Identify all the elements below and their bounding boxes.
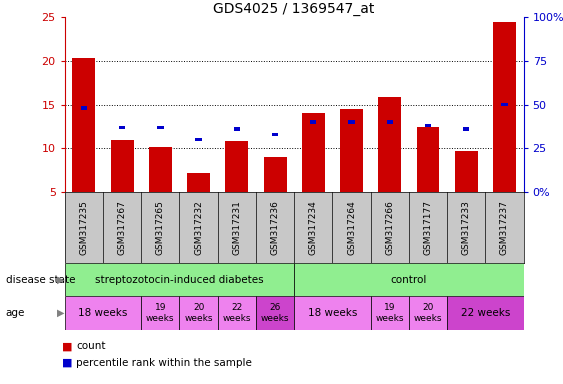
Bar [409, 296, 447, 330]
Text: control: control [391, 275, 427, 285]
Text: 20
weeks: 20 weeks [414, 303, 443, 323]
Text: GSM317267: GSM317267 [118, 200, 127, 255]
Bar [340, 109, 363, 192]
Bar [425, 124, 431, 127]
Text: 19
weeks: 19 weeks [376, 303, 404, 323]
Bar [417, 127, 440, 192]
Title: GDS4025 / 1369547_at: GDS4025 / 1369547_at [213, 2, 375, 16]
Text: GSM317234: GSM317234 [309, 200, 318, 255]
Text: ▶: ▶ [57, 308, 65, 318]
Text: percentile rank within the sample: percentile rank within the sample [76, 358, 252, 368]
Bar [157, 126, 163, 129]
Bar [447, 296, 524, 330]
Bar [73, 58, 95, 192]
Text: 20
weeks: 20 weeks [184, 303, 213, 323]
Bar [294, 296, 370, 330]
Bar [501, 103, 508, 106]
Text: ■: ■ [62, 358, 73, 368]
Text: 26
weeks: 26 weeks [261, 303, 289, 323]
Bar [81, 106, 87, 110]
Bar [110, 140, 133, 192]
Text: GSM317237: GSM317237 [500, 200, 509, 255]
Bar [302, 113, 325, 192]
Bar [180, 296, 218, 330]
Bar [272, 132, 278, 136]
Bar [378, 97, 401, 192]
Bar [225, 141, 248, 192]
Text: 22 weeks: 22 weeks [461, 308, 510, 318]
Bar [263, 157, 287, 192]
Text: GSM317231: GSM317231 [233, 200, 242, 255]
Bar [455, 151, 477, 192]
Text: GSM317236: GSM317236 [271, 200, 280, 255]
Text: streptozotocin-induced diabetes: streptozotocin-induced diabetes [95, 275, 264, 285]
Text: GSM317266: GSM317266 [385, 200, 394, 255]
Bar [149, 147, 172, 192]
Text: disease state: disease state [6, 275, 75, 285]
Text: ▶: ▶ [57, 275, 65, 285]
Bar [370, 296, 409, 330]
Bar [310, 120, 316, 124]
Bar [463, 127, 470, 131]
Text: GSM317177: GSM317177 [423, 200, 432, 255]
Text: 18 weeks: 18 weeks [308, 308, 357, 318]
Text: GSM317235: GSM317235 [79, 200, 88, 255]
Bar [493, 22, 516, 192]
Text: 18 weeks: 18 weeks [78, 308, 128, 318]
Bar [65, 296, 141, 330]
Bar [195, 138, 202, 141]
Text: GSM317233: GSM317233 [462, 200, 471, 255]
Text: ■: ■ [62, 341, 73, 351]
Text: GSM317232: GSM317232 [194, 200, 203, 255]
Text: GSM317264: GSM317264 [347, 200, 356, 255]
Text: count: count [76, 341, 105, 351]
Bar [234, 127, 240, 131]
Text: GSM317265: GSM317265 [156, 200, 165, 255]
Bar [141, 296, 180, 330]
Text: age: age [6, 308, 25, 318]
Bar [387, 120, 393, 124]
Bar [218, 296, 256, 330]
Bar [119, 126, 126, 129]
Bar [65, 263, 294, 296]
Bar [187, 173, 210, 192]
Text: 19
weeks: 19 weeks [146, 303, 175, 323]
Bar [256, 296, 294, 330]
Text: 22
weeks: 22 weeks [222, 303, 251, 323]
Bar [348, 120, 355, 124]
Bar [294, 263, 524, 296]
